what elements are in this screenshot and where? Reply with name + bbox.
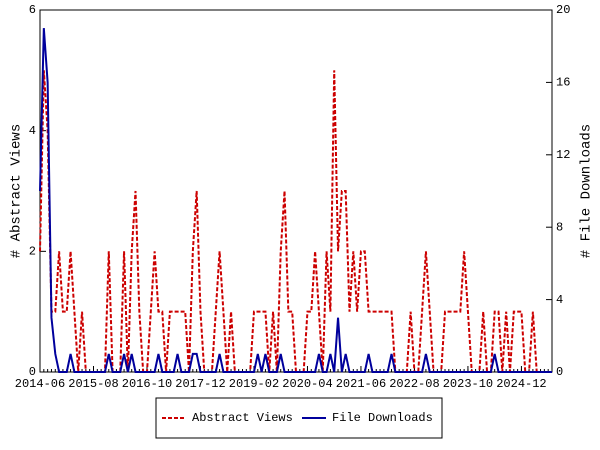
x-tick-label: 2022-08 — [389, 377, 439, 391]
legend-label: Abstract Views — [192, 411, 293, 425]
x-tick-label: 2024-12 — [496, 377, 546, 391]
x-tick-label: 2017-12 — [175, 377, 225, 391]
series-line — [39, 70, 552, 373]
y2-tick-label: 12 — [556, 148, 570, 162]
y2-tick-label: 20 — [556, 3, 570, 17]
y-tick-label: 0 — [29, 365, 36, 379]
y-tick-label: 6 — [29, 3, 36, 17]
x-tick-label: 2023-10 — [443, 377, 493, 391]
x-tick-label: 2019-02 — [229, 377, 279, 391]
y-tick-label: 2 — [29, 245, 36, 259]
x-tick-label: 2014-06 — [15, 377, 65, 391]
y-axis-label: # Abstract Views — [9, 124, 25, 258]
x-tick-label: 2015-08 — [68, 377, 118, 391]
x-tick-label: 2020-04 — [282, 377, 332, 391]
y2-axis-label: # File Downloads — [579, 124, 595, 258]
y2-tick-label: 16 — [556, 76, 570, 90]
legend-label: File Downloads — [332, 411, 433, 425]
y2-tick-label: 4 — [556, 293, 563, 307]
x-tick-label: 2016-10 — [122, 377, 172, 391]
y-tick-label: 4 — [29, 124, 36, 138]
series-line — [39, 28, 552, 373]
x-tick-label: 2021-06 — [336, 377, 386, 391]
y2-tick-label: 0 — [556, 365, 563, 379]
y2-tick-label: 8 — [556, 220, 563, 234]
legend-box — [155, 397, 443, 439]
plot-frame — [39, 9, 553, 373]
